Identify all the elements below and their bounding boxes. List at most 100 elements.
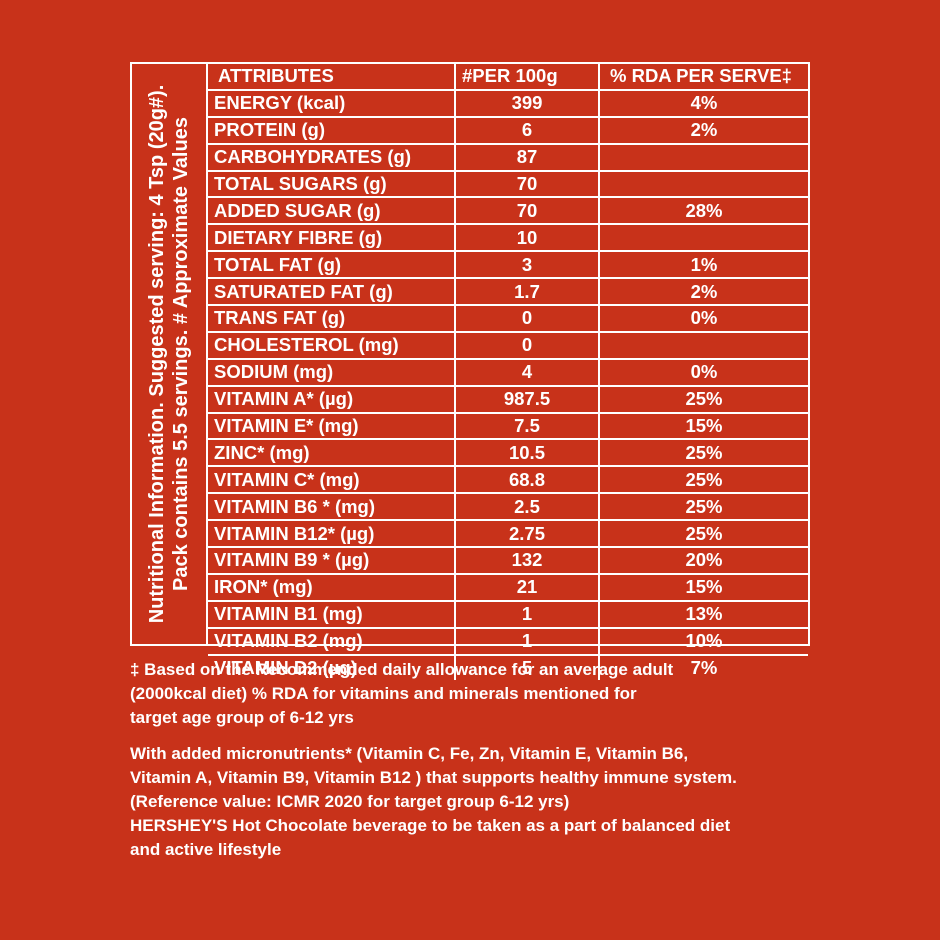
table-row: SATURATED FAT (g) 1.7 2% — [208, 278, 808, 307]
attribute-cell: VITAMIN B2 (mg) — [208, 627, 455, 656]
table-row: VITAMIN C* (mg) 68.8 25% — [208, 466, 808, 495]
attribute-cell: VITAMIN B6 * (mg) — [208, 493, 455, 522]
rda-cell: 28% — [598, 197, 808, 226]
per-100g-cell: 1 — [454, 627, 599, 656]
attribute-cell: TRANS FAT (g) — [208, 305, 455, 333]
rda-cell: 15% — [598, 412, 808, 441]
rda-cell: 15% — [598, 573, 808, 602]
micronutrient-footnote-line: and active lifestyle — [130, 840, 282, 859]
rda-cell: 2% — [598, 116, 808, 145]
rda-cell: 13% — [598, 600, 808, 629]
rda-cell: 0% — [598, 305, 808, 333]
per-100g-cell: 1.7 — [454, 278, 599, 307]
rda-cell: 25% — [598, 466, 808, 495]
table-row: ENERGY (kcal) 399 4% — [208, 89, 808, 118]
rda-cell: 7% — [598, 654, 808, 681]
attribute-cell: VITAMIN A* (µg) — [208, 385, 455, 414]
rda-cell: 20% — [598, 547, 808, 575]
per-100g-cell: 399 — [454, 89, 599, 118]
table-row: IRON* (mg) 21 15% — [208, 573, 808, 602]
table-row: VITAMIN B12* (µg) 2.75 25% — [208, 520, 808, 549]
table-row: VITAMIN A* (µg) 987.5 25% — [208, 385, 808, 414]
rda-cell: 25% — [598, 493, 808, 522]
per-100g-cell: 2.5 — [454, 493, 599, 522]
serving-info-line-1: Nutritional Information. Suggested servi… — [146, 84, 168, 624]
table-header-row: ATTRIBUTES #PER 100g % RDA PER SERVE‡ — [208, 64, 808, 91]
table-row: VITAMIN D2 (µg) 5 7% — [208, 654, 808, 681]
table-row: PROTEIN (g) 6 2% — [208, 116, 808, 145]
table-row: SODIUM (mg) 4 0% — [208, 358, 808, 387]
micronutrient-footnote-line: HERSHEY'S Hot Chocolate beverage to be t… — [130, 816, 731, 835]
per-100g-cell: 132 — [454, 547, 599, 575]
table-row: CARBOHYDRATES (g) 87 — [208, 143, 808, 172]
rda-cell: 25% — [598, 520, 808, 549]
attribute-cell: TOTAL SUGARS (g) — [208, 170, 455, 199]
table-row: DIETARY FIBRE (g) 10 — [208, 224, 808, 253]
rda-cell: 25% — [598, 439, 808, 468]
attribute-cell: VITAMIN E* (mg) — [208, 412, 455, 441]
per-100g-cell: 10 — [454, 224, 599, 253]
rda-cell: 10% — [598, 627, 808, 656]
rda-cell — [598, 331, 808, 360]
attribute-cell: IRON* (mg) — [208, 573, 455, 602]
attribute-cell: ADDED SUGAR (g) — [208, 197, 455, 226]
attribute-cell: SATURATED FAT (g) — [208, 278, 455, 307]
serving-info-column: Nutritional Information. Suggested servi… — [132, 64, 208, 644]
per-100g-cell: 4 — [454, 358, 599, 387]
nutrition-table: ATTRIBUTES #PER 100g % RDA PER SERVE‡ EN… — [208, 64, 808, 681]
per-100g-cell: 0 — [454, 331, 599, 360]
attribute-cell: PROTEIN (g) — [208, 116, 455, 145]
micronutrient-footnote-line: With added micronutrients* (Vitamin C, F… — [130, 744, 689, 763]
micronutrient-footnote: With added micronutrients* (Vitamin C, F… — [130, 742, 830, 862]
table-row: VITAMIN B1 (mg) 1 13% — [208, 600, 808, 629]
nutrition-table-body: ENERGY (kcal) 399 4% PROTEIN (g) 6 2% CARBOHYD… — [208, 89, 808, 681]
table-row: ZINC* (mg) 10.5 25% — [208, 439, 808, 468]
per-100g-cell: 68.8 — [454, 466, 599, 495]
attribute-cell: DIETARY FIBRE (g) — [208, 224, 455, 253]
per-100g-cell: 70 — [454, 197, 599, 226]
attribute-cell: ENERGY (kcal) — [208, 89, 455, 118]
rda-footnote-line: ‡ Based on the Recommended daily allowan… — [130, 660, 674, 679]
rda-cell: 2% — [598, 278, 808, 307]
table-row: VITAMIN B9 * (µg) 132 20% — [208, 547, 808, 575]
table-row: VITAMIN B2 (mg) 1 10% — [208, 627, 808, 656]
per-100g-cell: 3 — [454, 251, 599, 280]
micronutrient-footnote-line: (Reference value: ICMR 2020 for target g… — [130, 792, 570, 811]
rda-cell: 0% — [598, 358, 808, 387]
per-100g-cell: 2.75 — [454, 520, 599, 549]
header-per-100g: #PER 100g — [454, 64, 599, 91]
attribute-cell: ZINC* (mg) — [208, 439, 455, 468]
per-100g-cell: 10.5 — [454, 439, 599, 468]
per-100g-cell: 5 — [454, 654, 599, 681]
table-row: TOTAL FAT (g) 3 1% — [208, 251, 808, 280]
attribute-cell: VITAMIN C* (mg) — [208, 466, 455, 495]
attribute-cell: CHOLESTEROL (mg) — [208, 331, 455, 360]
rda-footnote-line: target age group of 6-12 yrs — [130, 708, 354, 727]
attribute-cell: VITAMIN B12* (µg) — [208, 520, 455, 549]
serving-info-line-2: Pack contains 5.5 servings. # Approximat… — [170, 117, 192, 591]
nutrition-panel: Nutritional Information. Suggested servi… — [130, 62, 810, 681]
rda-cell: 4% — [598, 89, 808, 118]
rda-footnote-line: (2000kcal diet) % RDA for vitamins and m… — [130, 684, 637, 703]
attribute-cell: VITAMIN B1 (mg) — [208, 600, 455, 629]
header-rda-per-serve: % RDA PER SERVE‡ — [598, 64, 808, 91]
per-100g-cell: 987.5 — [454, 385, 599, 414]
rda-cell — [598, 143, 808, 172]
table-row: TRANS FAT (g) 0 0% — [208, 305, 808, 333]
per-100g-cell: 0 — [454, 305, 599, 333]
micronutrient-footnote-line: Vitamin A, Vitamin B9, Vitamin B12 ) tha… — [130, 768, 737, 787]
per-100g-cell: 1 — [454, 600, 599, 629]
attribute-cell: CARBOHYDRATES (g) — [208, 143, 455, 172]
table-row: CHOLESTEROL (mg) 0 — [208, 331, 808, 360]
per-100g-cell: 21 — [454, 573, 599, 602]
table-row: ADDED SUGAR (g) 70 28% — [208, 197, 808, 226]
attribute-cell: SODIUM (mg) — [208, 358, 455, 387]
rda-footnote: ‡ Based on the Recommended daily allowan… — [130, 658, 830, 730]
table-row: TOTAL SUGARS (g) 70 — [208, 170, 808, 199]
attribute-cell: TOTAL FAT (g) — [208, 251, 455, 280]
rda-cell: 25% — [598, 385, 808, 414]
rda-cell — [598, 170, 808, 199]
per-100g-cell: 70 — [454, 170, 599, 199]
per-100g-cell: 87 — [454, 143, 599, 172]
per-100g-cell: 7.5 — [454, 412, 599, 441]
